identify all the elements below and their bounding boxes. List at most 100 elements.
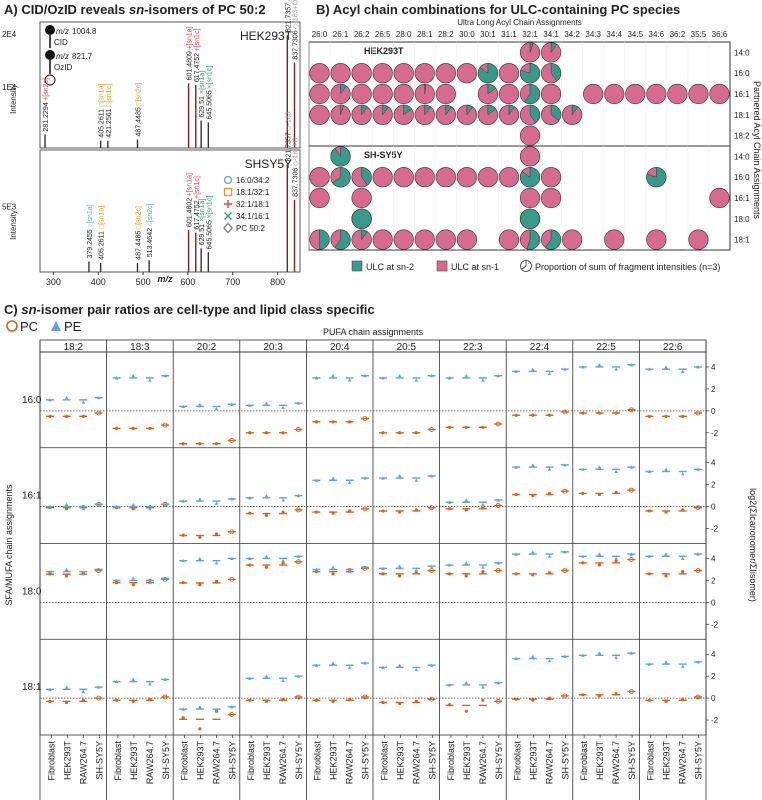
pe-point	[496, 374, 501, 378]
y-tick-label: 0	[711, 503, 716, 512]
pe-point	[314, 663, 319, 667]
spectrum-title: HEK293T	[240, 29, 293, 43]
pc-point	[464, 425, 468, 429]
pc-point	[198, 583, 202, 587]
pc-point	[114, 426, 119, 430]
peak-mz-label: 629.51	[199, 224, 206, 246]
pc-point	[198, 727, 202, 731]
row-label: 18:2	[734, 132, 750, 141]
pe-point	[464, 498, 469, 502]
pc-point	[481, 698, 485, 702]
pe-point	[481, 565, 485, 569]
pe-point	[696, 552, 700, 556]
pc-point	[447, 572, 452, 576]
pc-point	[614, 411, 618, 415]
pe-point	[397, 663, 402, 667]
cell-type-label: SH-SY5Y	[694, 741, 704, 780]
pc-point	[581, 411, 585, 415]
y-tick-label: -2	[711, 716, 719, 725]
pe-point	[664, 365, 668, 369]
peak-annotation: ×[sn1c]	[206, 66, 213, 89]
pie-sn2	[382, 104, 389, 116]
pc-point	[681, 414, 685, 418]
pc-point	[647, 698, 651, 702]
pe-point	[247, 556, 252, 560]
pie-sn1	[709, 187, 730, 209]
x-tick-label: 600	[180, 277, 195, 287]
pie-sn1	[688, 83, 709, 105]
y-tick-label: 2	[711, 481, 716, 490]
column-label: 22:5	[596, 342, 616, 353]
pc-point	[264, 513, 269, 517]
pe-point	[414, 378, 419, 382]
side-axis-label: SFA/MUFA chain assignments	[4, 484, 14, 606]
legend-square-symbol	[223, 187, 233, 197]
y-tick-label: 4	[711, 554, 716, 563]
column-label: 22:4	[530, 342, 550, 353]
pe-point	[664, 660, 668, 664]
pie-sn2	[424, 83, 427, 95]
cell-type-label: HEK293T	[595, 741, 605, 781]
pc-point	[398, 574, 402, 578]
pe-point	[464, 374, 469, 378]
pie-sn1	[456, 167, 477, 188]
pie-sn2	[550, 63, 562, 82]
pie-sn1	[498, 167, 520, 188]
pc-point	[531, 413, 535, 417]
pe-point	[381, 376, 385, 380]
pe-point	[48, 398, 52, 402]
pc-point	[381, 509, 385, 513]
pc-point	[131, 507, 135, 511]
pe-point	[148, 580, 152, 585]
pc-point	[664, 414, 668, 418]
pe-point	[314, 478, 319, 482]
cell-type-label: SH-SY5Y	[294, 741, 304, 780]
cell-type-label: Fibroblast	[46, 741, 56, 781]
peak-mz-label: 601.4802	[187, 198, 194, 227]
pe-point	[181, 558, 185, 563]
cell-type-label: Fibroblast	[446, 741, 456, 781]
pe-point	[214, 561, 219, 565]
pe-point	[696, 660, 700, 664]
pie-sn2	[571, 104, 579, 116]
pe-point	[496, 681, 501, 685]
pe-point	[64, 502, 69, 506]
cell-type-label: RAW264.7	[345, 741, 355, 784]
pc-point	[464, 574, 468, 578]
x-tick-label: 500	[136, 277, 151, 287]
column-label: 34:1	[543, 30, 559, 39]
pie-sn1	[498, 229, 520, 250]
pc-point	[664, 699, 668, 703]
row-label: 16:0	[734, 69, 750, 78]
pe-point	[81, 507, 86, 511]
pe-point	[580, 365, 585, 369]
pe-point	[481, 685, 485, 689]
cell-type-label: SH-SY5Y	[361, 741, 371, 780]
pe-point	[614, 367, 618, 371]
pe-point	[514, 465, 518, 469]
peak-annotation: ○[sn2c]	[147, 203, 154, 226]
row-label: 16:0	[22, 395, 42, 406]
peak-annotation: +[sn1c]	[194, 176, 201, 199]
pc-point	[531, 573, 535, 577]
pc-point	[414, 699, 418, 703]
pe-point	[429, 663, 434, 667]
pie-sn1	[372, 167, 393, 188]
pie-sn1	[351, 83, 372, 105]
legend-proportion-label: Proportion of sum of fragment intensitie…	[535, 262, 720, 272]
peak-mz-label: 513.4642	[147, 228, 154, 257]
column-label: 28:1	[417, 30, 433, 39]
pe-point	[264, 674, 269, 678]
pie-sn2	[424, 104, 431, 116]
pc-point	[597, 492, 602, 497]
pe-point	[230, 402, 234, 406]
pie-sn1	[498, 63, 520, 84]
pc-point	[531, 494, 535, 498]
pe-point	[163, 677, 168, 681]
peak-annotation: □[sn1a]	[99, 84, 106, 107]
pie-sn2	[340, 83, 347, 95]
column-label: 18:3	[130, 342, 150, 353]
peak-mz-label: 405.2611	[99, 109, 106, 138]
y-tick-label: 5E3	[2, 202, 17, 211]
